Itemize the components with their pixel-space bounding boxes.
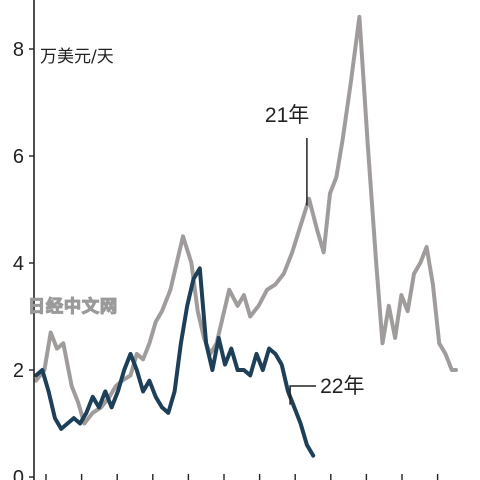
- series-line-1: [34, 266, 316, 458]
- series-lines: [34, 14, 458, 458]
- series-label-22: 22年: [320, 375, 364, 398]
- y-axis-ticks: 0 2 4 6 8: [13, 39, 34, 480]
- y-axis-unit-label: 万美元/天: [40, 47, 114, 67]
- watermark-logo: 日经中文网: [27, 296, 118, 317]
- series-label-leader-22: [289, 385, 317, 405]
- series-line-0: [34, 14, 458, 426]
- series-label-21: 21年: [265, 104, 309, 127]
- y-tick-label: 4: [13, 253, 24, 275]
- y-tick-label: 8: [13, 39, 24, 61]
- y-tick-label: 6: [13, 146, 24, 168]
- y-tick-label: 0: [13, 467, 24, 480]
- y-tick-label: 2: [13, 360, 24, 382]
- x-axis-ticks: [45, 474, 439, 480]
